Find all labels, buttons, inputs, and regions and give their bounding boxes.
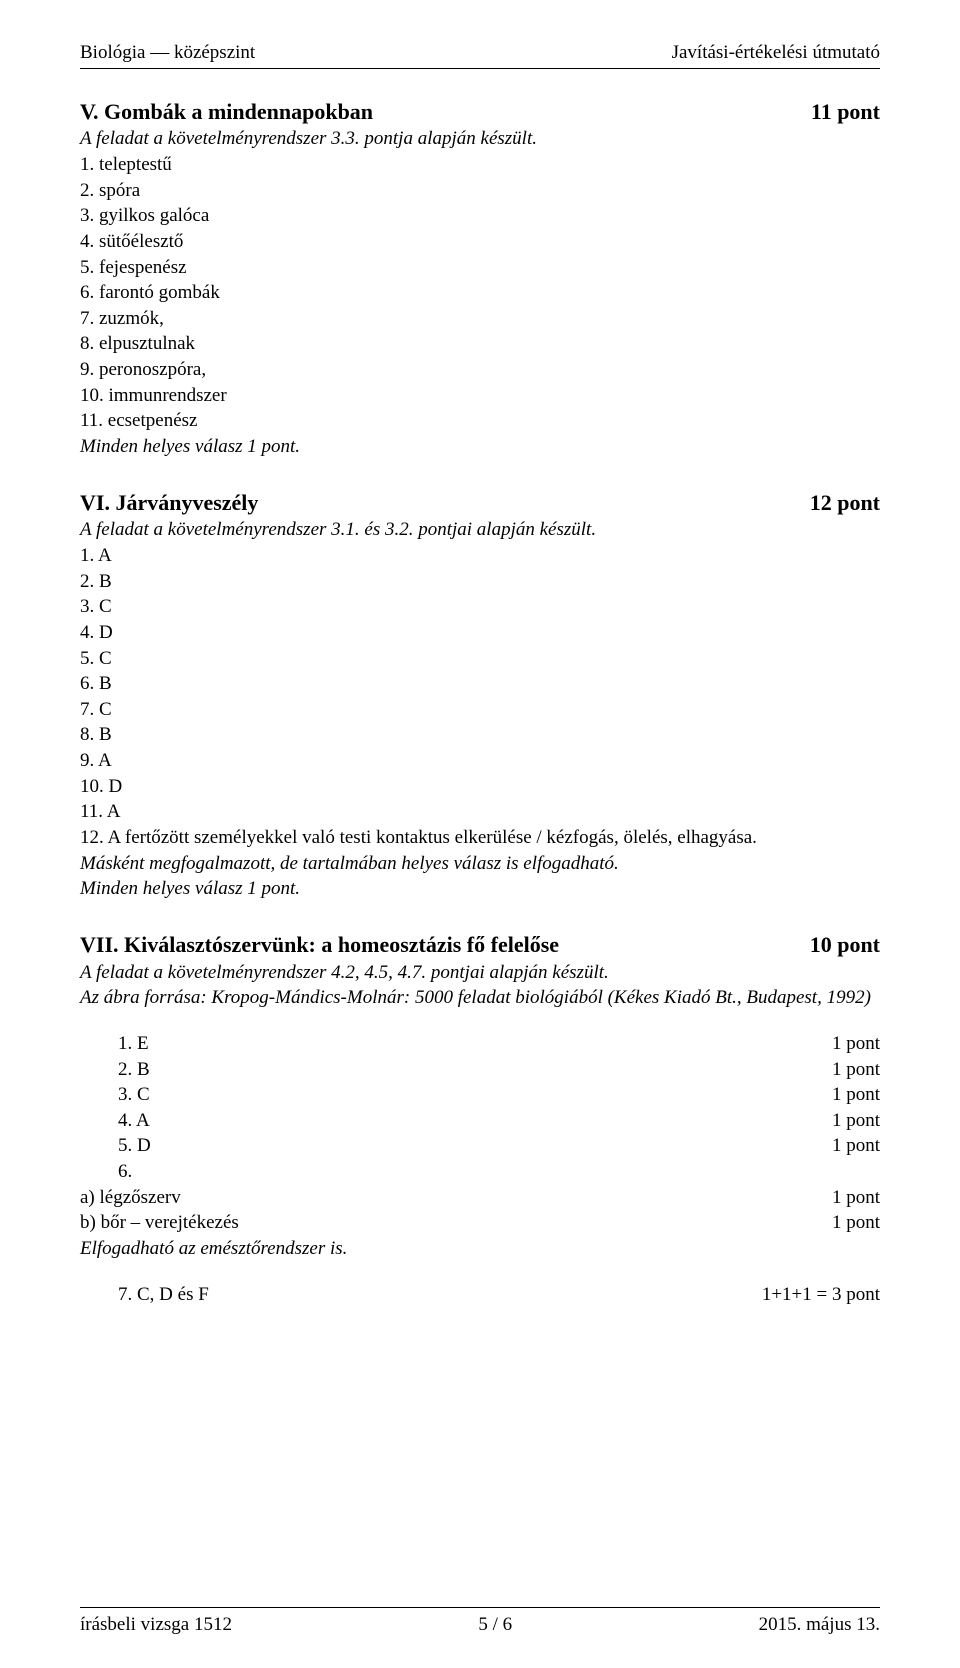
spacer	[80, 1262, 880, 1282]
answer-label: 5. D	[118, 1133, 151, 1159]
list-item: 2. spóra	[80, 178, 880, 204]
list-item: 6. farontó gombák	[80, 280, 880, 306]
list-item: 7. C, D és F 1+1+1 = 3 pont	[118, 1282, 880, 1308]
answer-label: a) légzőszerv	[80, 1185, 181, 1211]
answer-label: 2. B	[118, 1057, 150, 1083]
section-7: VII. Kiválasztószervünk: a homeosztázis …	[80, 930, 880, 1307]
list-item: 8. elpusztulnak	[80, 331, 880, 357]
answer-label: 4. A	[118, 1108, 150, 1134]
list-item: 7. zuzmók,	[80, 306, 880, 332]
list-item: 9. peronoszpóra,	[80, 357, 880, 383]
list-item: 7. C	[80, 697, 880, 723]
section-5: V. Gombák a mindennapokban 11 pont A fel…	[80, 97, 880, 460]
footer-left: írásbeli vizsga 1512	[80, 1612, 232, 1638]
section-5-answers: 1. teleptestű 2. spóra 3. gyilkos galóca…	[80, 152, 880, 434]
list-item: 8. B	[80, 722, 880, 748]
list-item: 5. fejespenész	[80, 255, 880, 281]
footer-center: 5 / 6	[478, 1612, 512, 1638]
section-6: VI. Járványveszély 12 pont A feladat a k…	[80, 488, 880, 902]
list-item: 5. C	[80, 646, 880, 672]
list-item: 3. gyilkos galóca	[80, 203, 880, 229]
section-7-extra-note: Elfogadható az emésztőrendszer is.	[80, 1236, 880, 1262]
answer-points: 1 pont	[832, 1210, 880, 1236]
header-left: Biológia — középszint	[80, 40, 255, 66]
answer-label: b) bőr – verejtékezés	[80, 1210, 239, 1236]
section-6-subtitle: A feladat a követelményrendszer 3.1. és …	[80, 517, 880, 543]
list-item: 9. A	[80, 748, 880, 774]
list-item: 1. teleptestű	[80, 152, 880, 178]
answer-points: 1 pont	[832, 1031, 880, 1057]
footer-right: 2015. május 13.	[759, 1612, 880, 1638]
section-5-title-row: V. Gombák a mindennapokban 11 pont	[80, 97, 880, 127]
page-footer: írásbeli vizsga 1512 5 / 6 2015. május 1…	[80, 1612, 880, 1638]
list-item: 1. A	[80, 543, 880, 569]
list-item: a) légzőszerv 1 pont	[80, 1185, 880, 1211]
answer-label: 7. C, D és F	[118, 1282, 209, 1308]
section-7-title: VII. Kiválasztószervünk: a homeosztázis …	[80, 930, 559, 960]
list-item: 11. ecsetpenész	[80, 408, 880, 434]
answer-points: 1 pont	[832, 1133, 880, 1159]
list-item: 4. A 1 pont	[118, 1108, 880, 1134]
section-7-source: Az ábra forrása: Kropog-Mándics-Molnár: …	[80, 985, 880, 1011]
section-6-title: VI. Járványveszély	[80, 488, 258, 518]
list-item: 10. immunrendszer	[80, 383, 880, 409]
list-item: 3. C 1 pont	[118, 1082, 880, 1108]
list-item: 4. D	[80, 620, 880, 646]
section-6-footnote-1: Másként megfogalmazott, de tartalmában h…	[80, 851, 880, 877]
section-5-points: 11 pont	[811, 97, 880, 127]
answer-points: 1 pont	[832, 1108, 880, 1134]
section-6-footnote-2: Minden helyes válasz 1 pont.	[80, 876, 880, 902]
answer-points: 1 pont	[832, 1082, 880, 1108]
answer-label: 3. C	[118, 1082, 150, 1108]
list-item: 5. D 1 pont	[118, 1133, 880, 1159]
list-item: 6. B	[80, 671, 880, 697]
section-5-footnote: Minden helyes válasz 1 pont.	[80, 434, 880, 460]
answer-points: 1+1+1 = 3 pont	[762, 1282, 880, 1308]
list-item: 2. B	[80, 569, 880, 595]
section-7-subtitle: A feladat a követelményrendszer 4.2, 4.5…	[80, 960, 880, 986]
section-7-title-row: VII. Kiválasztószervünk: a homeosztázis …	[80, 930, 880, 960]
section-6-title-row: VI. Járványveszély 12 pont	[80, 488, 880, 518]
list-item: 6.	[118, 1159, 880, 1185]
answer-label: 6.	[118, 1161, 132, 1182]
list-item: 2. B 1 pont	[118, 1057, 880, 1083]
footer-rule	[80, 1607, 880, 1608]
answer-points: 1 pont	[832, 1185, 880, 1211]
answer-points: 1 pont	[832, 1057, 880, 1083]
list-item: 12. A fertőzött személyekkel való testi …	[80, 825, 880, 851]
section-6-answers: 1. A 2. B 3. C 4. D 5. C 6. B 7. C 8. B …	[80, 543, 880, 851]
list-item: 1. E 1 pont	[118, 1031, 880, 1057]
list-item: 11. A	[80, 799, 880, 825]
section-5-title: V. Gombák a mindennapokban	[80, 97, 373, 127]
list-item: 4. sütőélesztő	[80, 229, 880, 255]
list-item: 3. C	[80, 594, 880, 620]
list-item: 10. D	[80, 774, 880, 800]
header-right: Javítási-értékelési útmutató	[672, 40, 880, 66]
header-rule	[80, 68, 880, 69]
section-5-subtitle: A feladat a követelményrendszer 3.3. pon…	[80, 126, 880, 152]
section-7-points: 10 pont	[810, 930, 880, 960]
answer-label: 1. E	[118, 1031, 149, 1057]
page-header: Biológia — középszint Javítási-értékelés…	[80, 40, 880, 66]
section-6-points: 12 pont	[810, 488, 880, 518]
list-item: b) bőr – verejtékezés 1 pont	[80, 1210, 880, 1236]
